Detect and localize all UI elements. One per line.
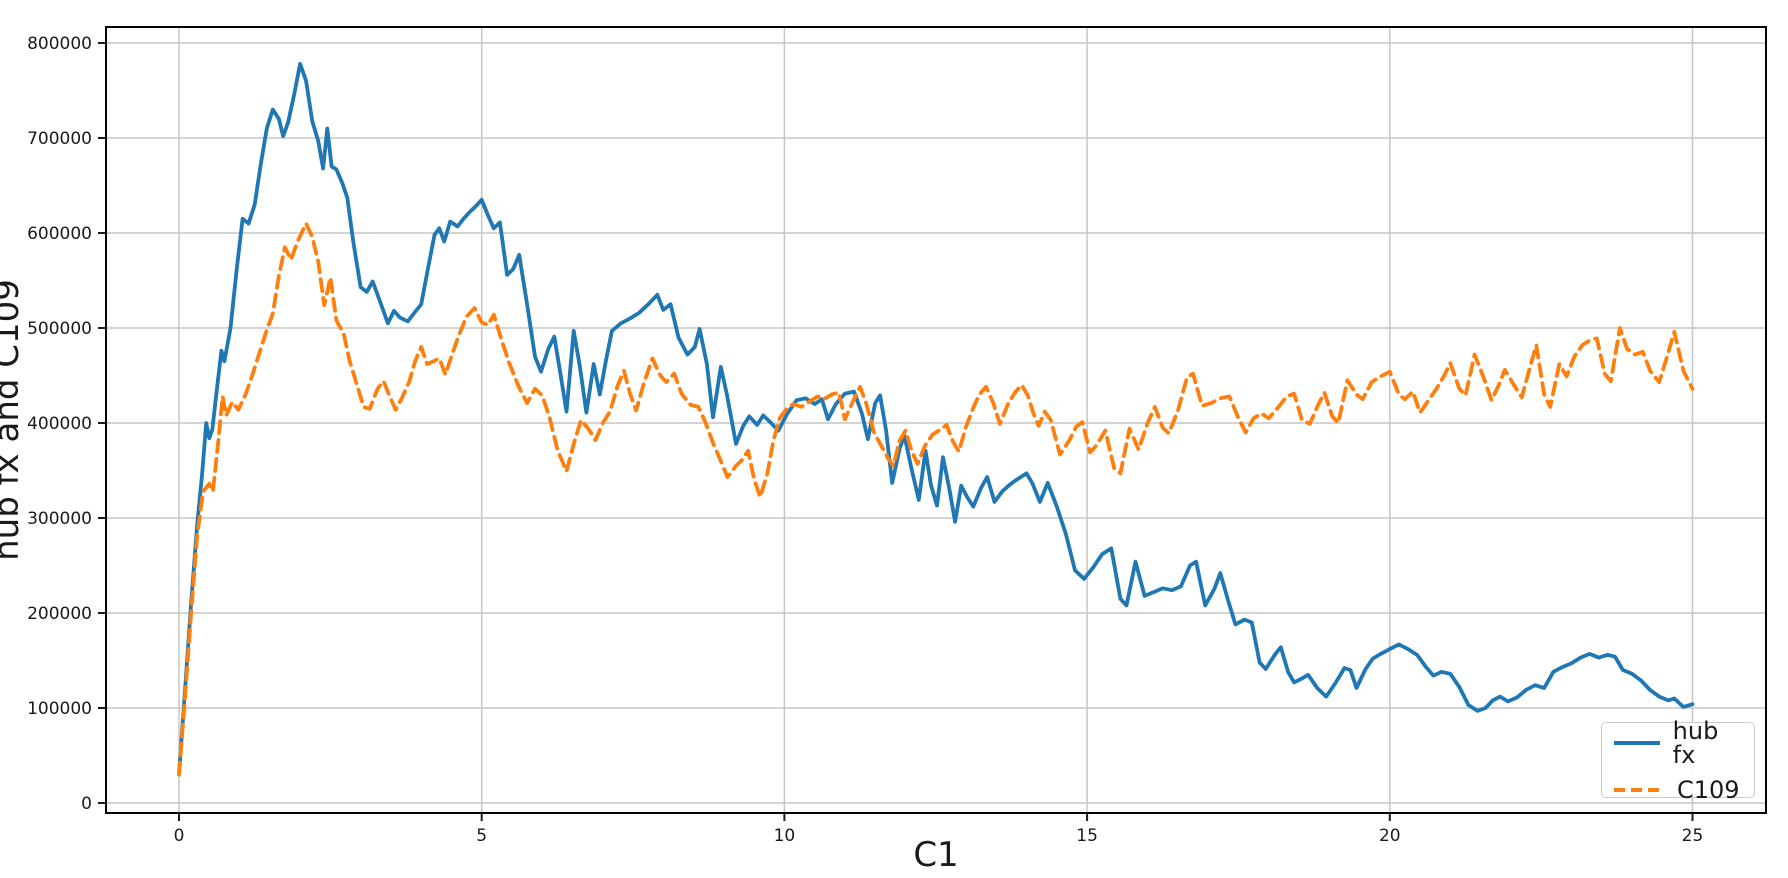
- y-tick-label: 500000: [27, 319, 92, 339]
- x-tick-label: 0: [174, 826, 185, 846]
- legend-label: C109: [1677, 775, 1740, 804]
- legend: hub fx C109: [1601, 719, 1755, 802]
- x-tick-label: 10: [774, 826, 796, 846]
- data-series: [177, 62, 1695, 777]
- legend-line-sample: [1614, 740, 1660, 745]
- legend-line-sample: [1614, 787, 1664, 792]
- x-tick-label: 20: [1379, 826, 1401, 846]
- y-tick-label: 0: [81, 794, 92, 814]
- x-tick-label: 25: [1682, 826, 1704, 846]
- y-tick-label: 400000: [27, 414, 92, 434]
- y-axis-label: hub fx and C109: [0, 279, 27, 561]
- x-axis-label: C1: [913, 835, 959, 875]
- grid-lines: [106, 27, 1766, 813]
- y-tick-label: 800000: [27, 34, 92, 54]
- y-tick-label: 100000: [27, 699, 92, 719]
- axis-ticks: [98, 42, 1694, 821]
- legend-item-hub-fx: hub fx: [1614, 719, 1742, 767]
- y-tick-label: 600000: [27, 224, 92, 244]
- x-tick-label: 5: [476, 826, 487, 846]
- legend-item-c109: C109: [1614, 778, 1742, 802]
- y-tick-label: 700000: [27, 129, 92, 149]
- tick-labels: 0 100000 200000 300000 400000 500000 600000 700…: [27, 34, 1703, 846]
- legend-label: hub fx: [1672, 716, 1719, 769]
- y-tick-label: 300000: [27, 509, 92, 529]
- series-line-c109: [177, 221, 1695, 777]
- x-tick-label: 15: [1076, 826, 1098, 846]
- y-tick-label: 200000: [27, 604, 92, 624]
- plot-border: [105, 26, 1767, 814]
- series-line-hub-fx: [177, 62, 1695, 777]
